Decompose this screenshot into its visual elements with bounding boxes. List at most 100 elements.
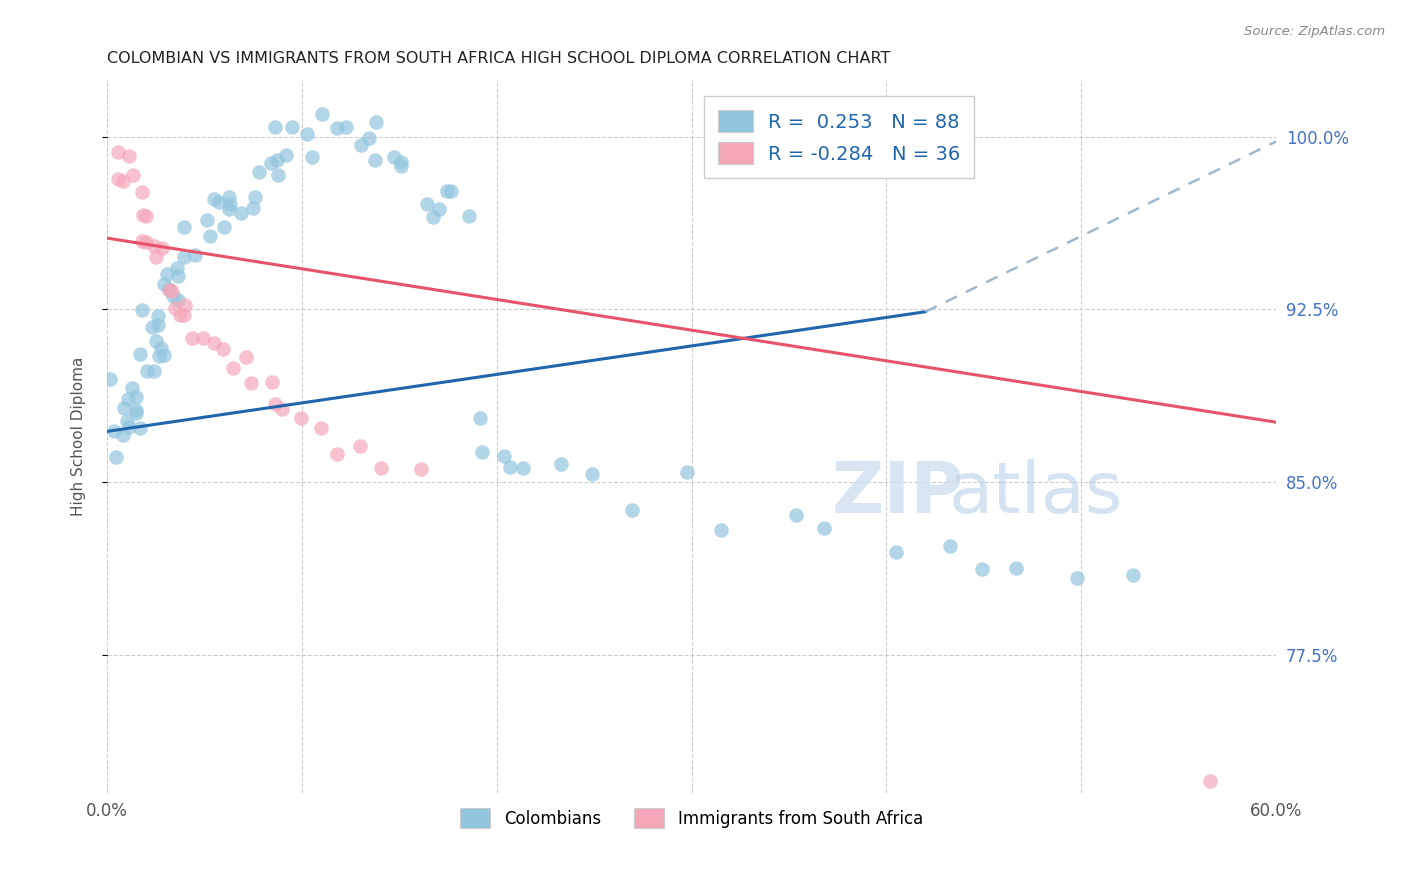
Point (550, 458, 572, 472)
Point (131, 185, 153, 199)
Point (389, 159, 412, 173)
Point (370, 461, 392, 475)
Point (1122, 567, 1144, 582)
Point (173, 250, 195, 264)
Point (247, 165, 270, 179)
Point (416, 197, 439, 211)
Point (366, 115, 388, 129)
Point (492, 450, 515, 464)
Text: Source: ZipAtlas.com: Source: ZipAtlas.com (1244, 25, 1385, 38)
Point (131, 208, 153, 222)
Legend: Colombians, Immigrants from South Africa: Colombians, Immigrants from South Africa (454, 802, 929, 834)
Point (350, 138, 373, 153)
Point (173, 298, 195, 312)
Point (389, 155, 412, 169)
Point (100, 372, 122, 386)
Point (295, 128, 318, 142)
Point (235, 351, 257, 365)
Point (145, 250, 167, 264)
Point (125, 402, 148, 417)
Point (180, 331, 202, 345)
Point (364, 153, 387, 167)
Point (135, 235, 157, 249)
Point (710, 523, 733, 537)
Point (143, 364, 166, 378)
Point (1199, 774, 1222, 789)
Point (239, 376, 262, 391)
Point (142, 239, 165, 253)
Point (1005, 561, 1028, 575)
Point (135, 210, 157, 224)
Point (267, 168, 290, 182)
Point (169, 308, 191, 322)
Point (202, 336, 225, 351)
Point (326, 121, 349, 136)
Point (162, 289, 184, 303)
Point (166, 260, 188, 275)
Point (621, 503, 644, 517)
Point (290, 411, 312, 425)
Point (471, 445, 494, 459)
Point (131, 302, 153, 317)
Point (183, 248, 205, 262)
Point (173, 308, 195, 322)
Point (938, 539, 960, 553)
Point (136, 364, 159, 378)
Point (260, 375, 283, 389)
Point (157, 283, 180, 297)
Point (173, 220, 195, 235)
Point (107, 172, 129, 186)
Point (309, 421, 332, 435)
Point (157, 282, 180, 296)
Point (440, 184, 463, 198)
Point (280, 120, 302, 134)
Point (468, 410, 491, 425)
Point (104, 450, 127, 464)
Point (112, 173, 135, 187)
Point (675, 466, 697, 480)
Point (118, 149, 141, 163)
Point (436, 184, 458, 198)
Point (118, 419, 141, 434)
Point (422, 211, 444, 225)
Point (581, 467, 603, 482)
Point (263, 120, 285, 135)
Point (146, 318, 169, 332)
Point (457, 209, 479, 223)
Point (218, 190, 240, 204)
Point (274, 148, 297, 162)
Point (301, 150, 323, 164)
Point (326, 447, 349, 461)
Text: atlas: atlas (949, 458, 1123, 527)
Point (121, 381, 143, 395)
Point (260, 156, 283, 170)
Point (1066, 571, 1088, 585)
Point (264, 397, 287, 411)
Point (145, 334, 167, 348)
Point (231, 206, 253, 220)
Point (112, 428, 135, 442)
Point (103, 424, 125, 438)
Point (499, 460, 522, 475)
Point (970, 562, 993, 576)
Point (271, 401, 294, 416)
Text: ZIP: ZIP (832, 458, 965, 527)
Point (117, 392, 139, 406)
Point (141, 319, 163, 334)
Point (115, 414, 138, 428)
Point (128, 421, 150, 435)
Point (218, 202, 240, 217)
Point (165, 301, 187, 315)
Point (112, 401, 135, 415)
Point (409, 461, 432, 475)
Point (202, 192, 225, 206)
Point (813, 521, 835, 535)
Point (107, 145, 129, 160)
Point (208, 195, 231, 210)
Point (884, 545, 907, 559)
Point (198, 228, 221, 243)
Point (427, 202, 450, 216)
Point (152, 277, 174, 292)
Point (121, 168, 143, 182)
Point (512, 461, 534, 475)
